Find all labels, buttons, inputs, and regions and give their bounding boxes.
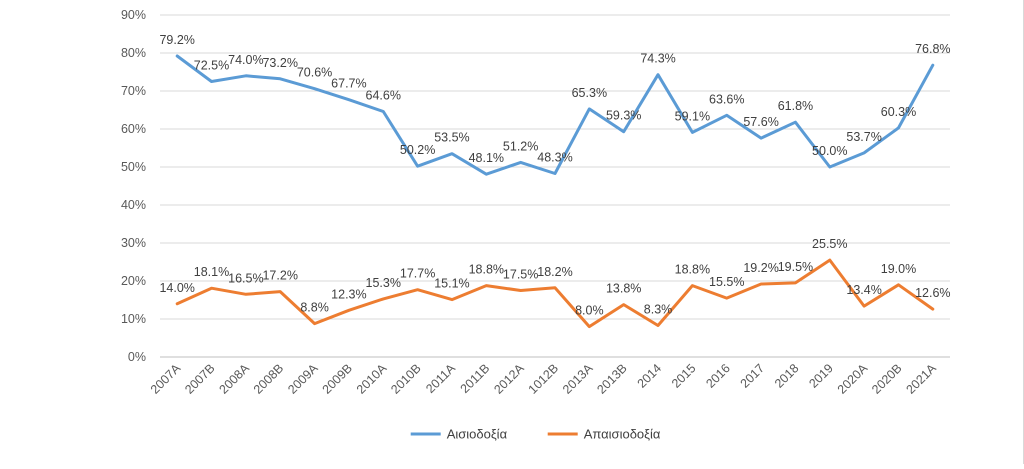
data-label: 79.2% <box>159 33 194 47</box>
series-lines <box>177 56 933 327</box>
data-label: 8.8% <box>300 301 329 315</box>
data-label: 15.1% <box>434 277 469 291</box>
x-axis: 2007A2007B2008A2008B2009A2009B2010A2010B… <box>148 357 950 397</box>
data-label: 15.5% <box>709 275 744 289</box>
x-tick-label: 2020A <box>835 361 871 397</box>
y-tick-label: 0% <box>128 350 146 364</box>
x-tick-label: 2009A <box>285 361 321 397</box>
x-tick-label: 2013B <box>594 361 629 396</box>
data-label: 61.8% <box>778 99 813 113</box>
data-label: 12.6% <box>915 286 950 300</box>
x-tick-label: 2019 <box>806 361 836 391</box>
data-label: 72.5% <box>194 59 229 73</box>
x-tick-label: 2008A <box>217 361 253 397</box>
data-label: 8.0% <box>575 304 604 318</box>
y-tick-label: 70% <box>121 84 146 98</box>
y-tick-label: 20% <box>121 274 146 288</box>
data-label: 74.3% <box>640 52 675 66</box>
data-label: 63.6% <box>709 92 744 106</box>
data-label: 60.3% <box>881 105 916 119</box>
x-tick-label: 2021A <box>903 361 939 397</box>
data-label: 57.6% <box>743 115 778 129</box>
x-tick-label: 2013A <box>560 361 596 397</box>
x-tick-label: 2020B <box>869 361 904 396</box>
x-tick-label: 2018 <box>772 361 802 391</box>
data-label: 8.3% <box>644 302 673 316</box>
data-label: 48.3% <box>537 150 572 164</box>
y-tick-label: 50% <box>121 160 146 174</box>
x-tick-label: 2008B <box>251 361 286 396</box>
y-axis: 0% 10% 20% 30% 40% 50% 60% 70% 80% 90% <box>121 8 146 364</box>
x-tick-label: 2017 <box>738 361 768 391</box>
data-label: 13.8% <box>606 282 641 296</box>
data-label: 74.0% <box>228 53 263 67</box>
y-tick-label: 10% <box>121 312 146 326</box>
data-label: 17.5% <box>503 268 538 282</box>
data-label: 18.1% <box>194 265 229 279</box>
legend: Αισιοδοξία Απαισιοδοξία <box>411 427 661 442</box>
data-label: 48.1% <box>469 151 504 165</box>
legend-label: Αισιοδοξία <box>447 427 508 442</box>
data-label: 59.1% <box>675 109 710 123</box>
data-label: 16.5% <box>228 271 263 285</box>
data-label: 25.5% <box>812 237 847 251</box>
y-tick-label: 30% <box>121 236 146 250</box>
data-label: 53.7% <box>846 130 881 144</box>
data-label: 18.2% <box>537 265 572 279</box>
legend-label: Απαισιοδοξία <box>584 427 661 442</box>
data-label: 73.2% <box>262 56 297 70</box>
data-label: 64.6% <box>366 89 401 103</box>
data-label: 59.3% <box>606 109 641 123</box>
x-tick-label: 2012A <box>491 361 527 397</box>
x-tick-label: 1012B <box>526 361 561 396</box>
data-label: 50.2% <box>400 143 435 157</box>
x-tick-label: 2010A <box>354 361 390 397</box>
data-label: 19.2% <box>743 261 778 275</box>
x-tick-label: 2007A <box>148 361 184 397</box>
data-label: 18.8% <box>675 263 710 277</box>
data-label: 67.7% <box>331 77 366 91</box>
data-label: 14.0% <box>159 281 194 295</box>
data-label: 17.7% <box>400 267 435 281</box>
y-tick-label: 80% <box>121 46 146 60</box>
data-label: 17.2% <box>262 269 297 283</box>
y-tick-label: 90% <box>121 8 146 22</box>
x-tick-label: 2016 <box>703 361 733 391</box>
data-label: 13.4% <box>846 283 881 297</box>
x-tick-label: 2010B <box>388 361 423 396</box>
data-label: 50.0% <box>812 144 847 158</box>
data-label: 19.0% <box>881 262 916 276</box>
data-label: 70.6% <box>297 66 332 80</box>
data-label: 18.8% <box>469 263 504 277</box>
x-tick-label: 2011B <box>458 361 493 396</box>
data-labels: 79.2%72.5%74.0%73.2%70.6%67.7%64.6% 50.2%… <box>159 33 950 318</box>
x-tick-label: 2009B <box>320 361 355 396</box>
data-label: 15.3% <box>366 276 401 290</box>
y-tick-label: 60% <box>121 122 146 136</box>
data-label: 51.2% <box>503 139 538 153</box>
data-label: 12.3% <box>331 287 366 301</box>
x-tick-label: 2015 <box>669 361 699 391</box>
y-tick-label: 40% <box>121 198 146 212</box>
x-tick-label: 2011A <box>423 361 458 396</box>
x-tick-label: 2007B <box>182 361 217 396</box>
data-label: 65.3% <box>572 86 607 100</box>
data-label: 76.8% <box>915 42 950 56</box>
data-label: 53.5% <box>434 131 469 145</box>
data-label: 19.5% <box>778 260 813 274</box>
x-tick-label: 2014 <box>635 361 665 391</box>
